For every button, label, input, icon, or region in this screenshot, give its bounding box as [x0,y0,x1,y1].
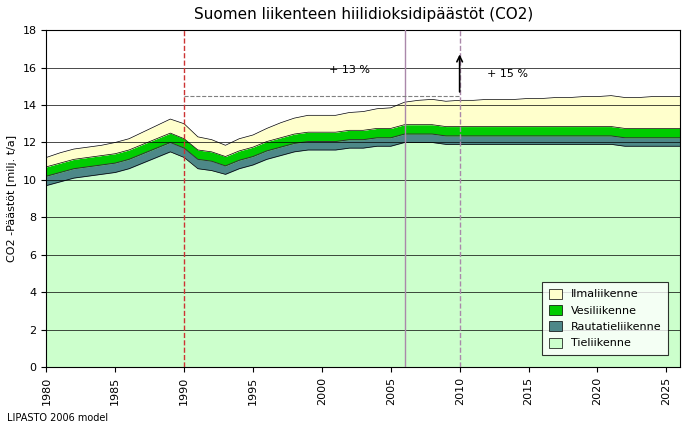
Title: Suomen liikenteen hiilidioksidipäästöt (CO2): Suomen liikenteen hiilidioksidipäästöt (… [194,7,533,22]
Legend: Ilmaliikenne, Vesiliikenne, Rautatieliikenne, Tieliikenne: Ilmaliikenne, Vesiliikenne, Rautatieliik… [542,282,668,355]
Text: LIPASTO 2006 model: LIPASTO 2006 model [7,413,108,423]
Text: + 15 %: + 15 % [487,69,528,79]
Y-axis label: CO2 -Päästöt [milj. t/a]: CO2 -Päästöt [milj. t/a] [7,135,17,262]
Text: + 13 %: + 13 % [329,65,370,75]
